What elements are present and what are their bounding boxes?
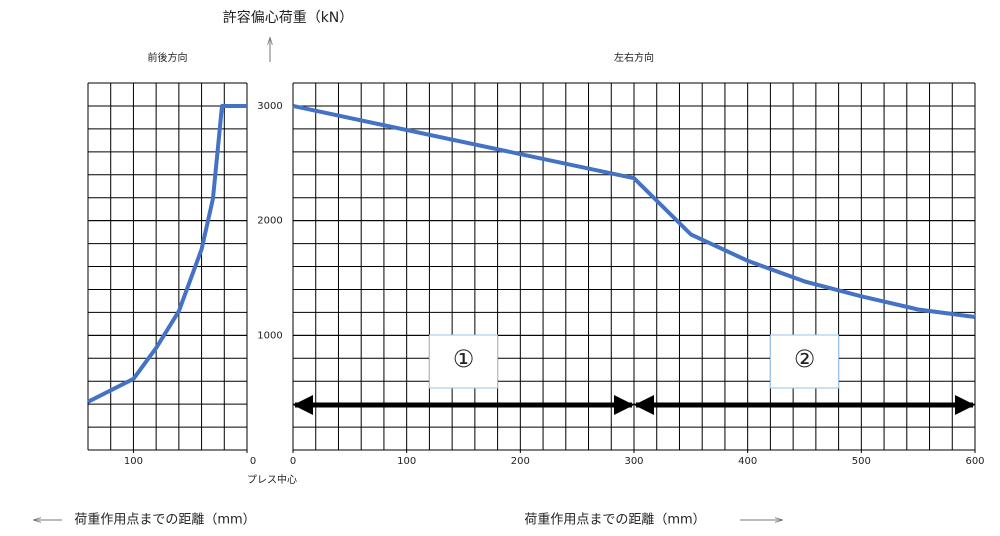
x-axis-label: 荷重作用点までの距離（mm）	[524, 512, 705, 528]
x-tick-label: 500	[852, 456, 871, 467]
panel-title: 前後方向	[148, 51, 188, 64]
line-series	[292, 103, 976, 319]
y-tick-label: 1000	[257, 330, 282, 341]
x-tick-label: 400	[738, 456, 757, 467]
range-label: ②	[794, 345, 816, 373]
x-tick-label: 300	[624, 456, 643, 467]
y-axis-label: 許容偏心荷重（kN）	[223, 9, 354, 26]
y-tick-label: 2000	[257, 216, 282, 227]
range-label-box	[429, 334, 498, 389]
range-label: ①	[453, 345, 475, 373]
x-tick-label: 600	[965, 456, 984, 467]
range-label-box	[770, 334, 839, 389]
x-tick-label: 100	[397, 456, 416, 467]
x-tick-label: 200	[511, 456, 530, 467]
x-tick-label: 100	[124, 456, 143, 467]
y-tick-label: 3000	[257, 101, 282, 112]
x-axis-label: 荷重作用点までの距離（mm）	[74, 512, 255, 528]
panel-title: 左右方向	[614, 51, 654, 64]
x-tick-label: 0	[250, 456, 256, 467]
line-series	[87, 103, 247, 404]
annotation: プレス中心	[247, 473, 297, 486]
x-tick-label: 0	[290, 456, 296, 467]
